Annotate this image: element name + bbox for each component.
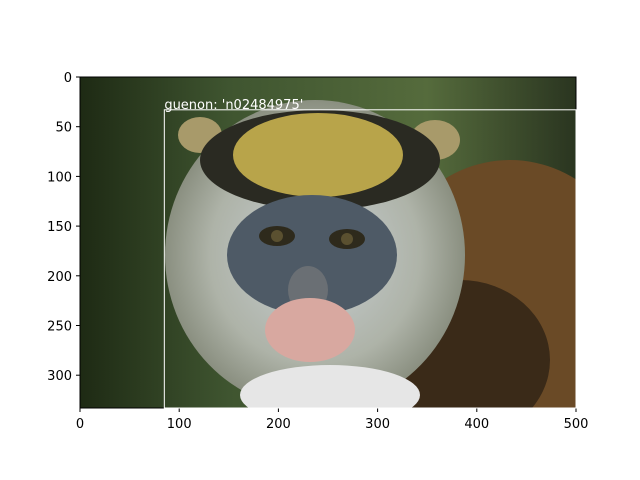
y-tick-label: 250	[47, 319, 72, 334]
box-label: guenon: 'n02484975'	[164, 98, 303, 113]
bounding-box	[163, 109, 577, 409]
x-tick-label: 500	[564, 417, 589, 432]
y-tick-label: 0	[64, 71, 72, 86]
x-tick-label: 100	[167, 417, 192, 432]
x-tick-label: 200	[266, 417, 291, 432]
x-tick-label: 0	[76, 417, 84, 432]
x-tick-label: 300	[365, 417, 390, 432]
x-tick-label: 400	[464, 417, 489, 432]
y-tick-label: 300	[47, 369, 72, 384]
y-tick-label: 200	[47, 270, 72, 285]
photo	[80, 77, 576, 408]
y-tick-label: 150	[47, 220, 72, 235]
y-tick-label: 50	[55, 121, 72, 136]
y-tick-label: 100	[47, 170, 72, 185]
